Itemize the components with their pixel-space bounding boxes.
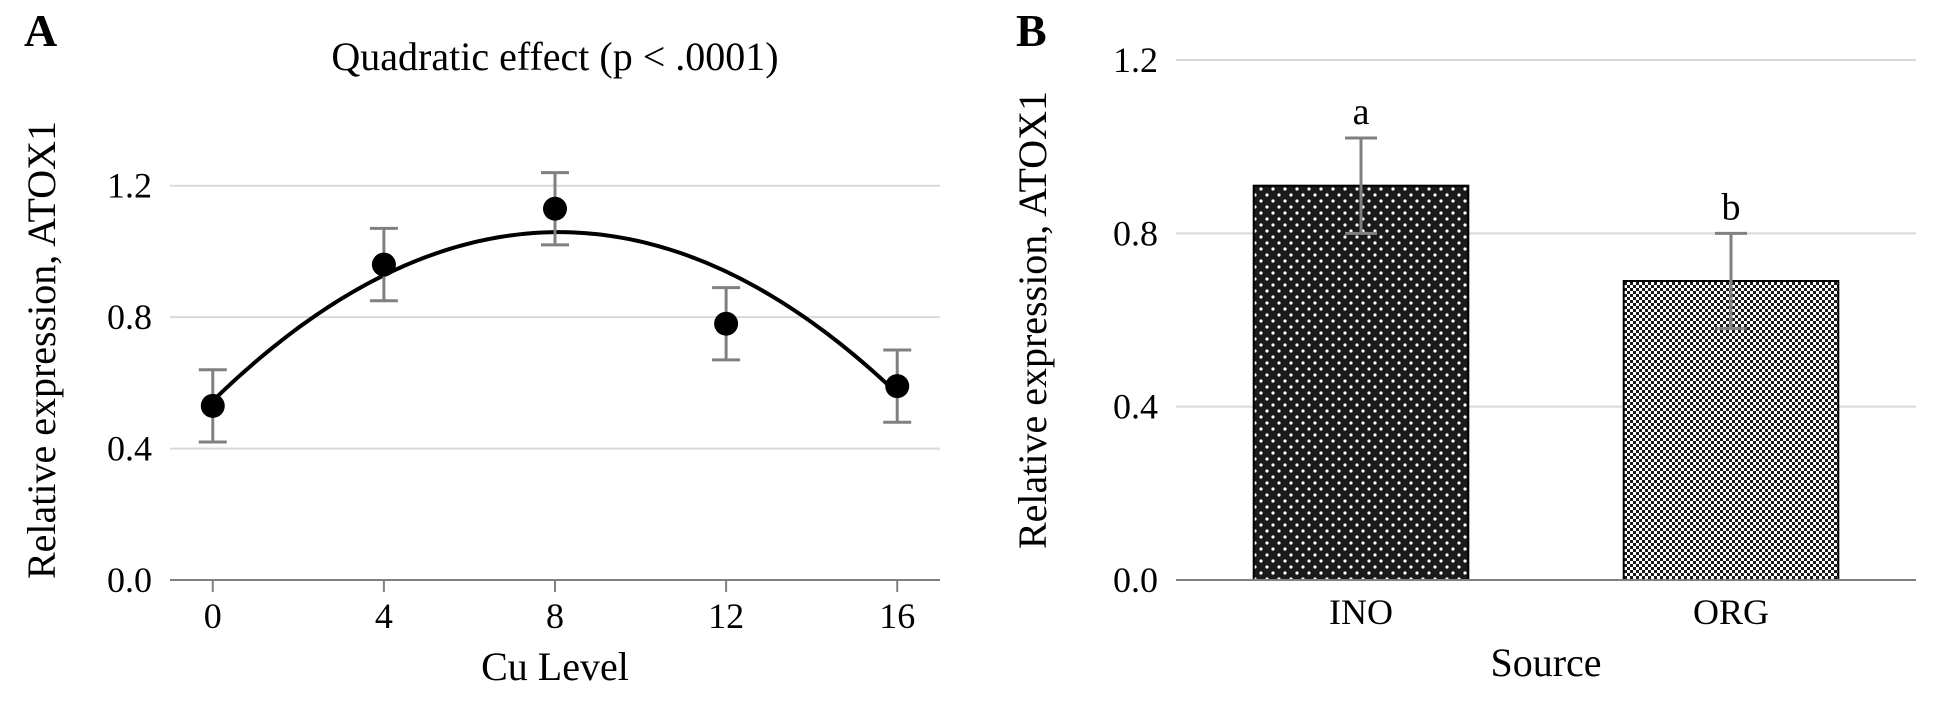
svg-text:Relative expression, ATOX1: Relative expression, ATOX1 — [1010, 91, 1055, 549]
svg-text:Cu Level: Cu Level — [481, 644, 629, 689]
svg-text:1.2: 1.2 — [107, 166, 152, 206]
panel-b: B a INO b ORG 0.0 0.4 0.8 1.2 Source Relative exp… — [976, 0, 1952, 704]
svg-text:b: b — [1722, 186, 1741, 228]
svg-text:Quadratic effect (p < .0001): Quadratic effect (p < .0001) — [331, 34, 778, 79]
svg-text:0.0: 0.0 — [1113, 560, 1158, 600]
panel-a: A Quadratic effect (p < .0001) 0 4 8 12 16 0.0… — [0, 0, 976, 704]
svg-text:1.2: 1.2 — [1113, 40, 1158, 80]
svg-text:0: 0 — [204, 596, 222, 636]
panel-a-svg: Quadratic effect (p < .0001) 0 4 8 12 16 0.0 0.… — [0, 0, 976, 704]
svg-text:INO: INO — [1329, 592, 1393, 632]
svg-text:0.8: 0.8 — [1113, 213, 1158, 253]
svg-text:16: 16 — [879, 596, 915, 636]
svg-text:0.4: 0.4 — [107, 429, 152, 469]
bar-ino — [1254, 186, 1469, 580]
svg-text:0.0: 0.0 — [107, 560, 152, 600]
svg-text:ORG: ORG — [1693, 592, 1769, 632]
panel-b-svg: a INO b ORG 0.0 0.4 0.8 1.2 Source Relative expre… — [976, 0, 1952, 704]
figure: A Quadratic effect (p < .0001) 0 4 8 12 16 0.0… — [0, 0, 1952, 704]
svg-text:0.4: 0.4 — [1113, 387, 1158, 427]
panel-a-label: A — [24, 4, 57, 57]
panel-b-label: B — [1016, 4, 1047, 57]
svg-text:0.8: 0.8 — [107, 297, 152, 337]
svg-text:12: 12 — [708, 596, 744, 636]
svg-text:8: 8 — [546, 596, 564, 636]
svg-text:Relative expression, ATOX1: Relative expression, ATOX1 — [19, 121, 64, 579]
svg-text:a: a — [1353, 91, 1370, 133]
svg-text:Source: Source — [1490, 640, 1601, 685]
svg-text:4: 4 — [375, 596, 393, 636]
